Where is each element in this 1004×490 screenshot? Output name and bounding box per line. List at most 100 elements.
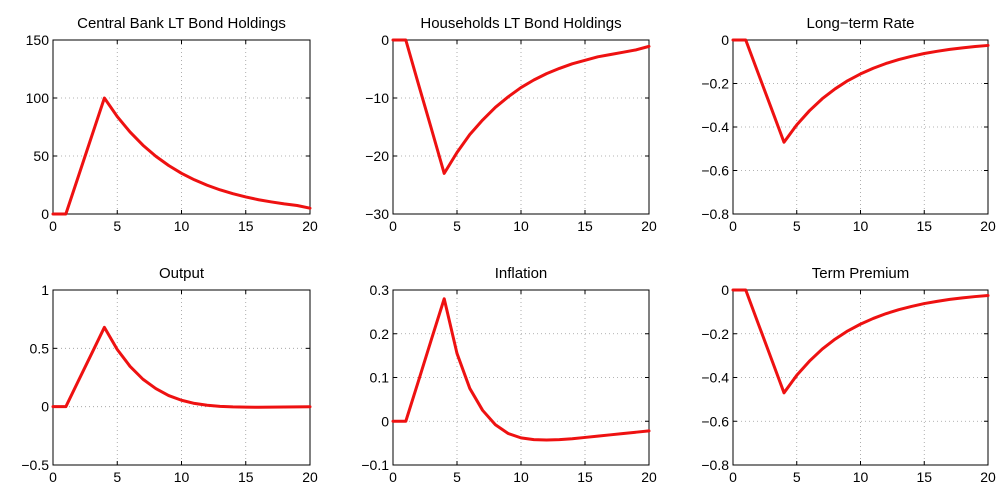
data-point	[309, 405, 312, 408]
x-tick-label: 5	[453, 469, 461, 485]
data-point	[744, 39, 747, 42]
data-point	[507, 95, 510, 98]
data-point	[936, 50, 939, 53]
data-point	[180, 399, 183, 402]
data-point	[52, 213, 55, 216]
data-point	[392, 39, 395, 42]
data-point	[257, 406, 260, 409]
data-point	[834, 87, 837, 90]
series-line	[51, 96, 312, 216]
chart-panel-3: 0 5 10 15 20 −0.8 −0.6 −0.4 −0.2 0 Long−term Rate	[701, 15, 996, 234]
x-tick-label: 20	[641, 218, 657, 234]
data-point	[64, 405, 67, 408]
data-point	[770, 357, 773, 360]
series-line	[51, 325, 312, 409]
data-point	[443, 172, 446, 175]
data-point	[103, 326, 106, 329]
data-point	[821, 97, 824, 100]
x-tick-label: 0	[729, 469, 737, 485]
data-point	[859, 72, 862, 75]
data-point	[783, 391, 786, 394]
data-point	[923, 302, 926, 305]
data-point	[846, 329, 849, 332]
y-tick-label: 0	[381, 413, 389, 429]
data-point	[90, 352, 93, 355]
data-point	[244, 406, 247, 409]
y-tick-label: 0.3	[370, 282, 390, 298]
data-point	[648, 429, 651, 432]
data-point	[571, 437, 574, 440]
data-point	[90, 135, 93, 138]
data-point	[872, 317, 875, 320]
data-point	[507, 432, 510, 435]
series-line	[731, 288, 990, 395]
data-point	[494, 106, 497, 109]
data-point	[219, 405, 222, 408]
data-point	[897, 308, 900, 311]
data-point	[757, 323, 760, 326]
data-point	[936, 300, 939, 303]
y-tick-label: −0.6	[701, 163, 729, 179]
data-point	[77, 379, 80, 382]
data-point	[961, 46, 964, 49]
y-tick-label: −0.8	[701, 457, 729, 473]
data-point	[283, 406, 286, 409]
data-point	[545, 72, 548, 75]
data-point	[296, 204, 299, 207]
x-tick-label: 10	[174, 469, 190, 485]
data-point	[404, 39, 407, 42]
chart-title: Long−term Rate	[807, 15, 915, 32]
x-tick-label: 20	[302, 218, 318, 234]
data-point	[417, 83, 420, 86]
data-point	[795, 123, 798, 126]
chart-panel-6: 0 5 10 15 20 −0.8 −0.6 −0.4 −0.2 0 Term Premium	[701, 265, 996, 485]
data-point	[744, 289, 747, 292]
data-point	[872, 67, 875, 70]
y-tick-label: −0.5	[21, 457, 49, 473]
data-point	[417, 379, 420, 382]
data-point	[456, 151, 459, 154]
x-tick-label: 5	[793, 469, 801, 485]
y-tick-label: 0	[381, 32, 389, 48]
y-tick-label: −10	[365, 90, 389, 106]
data-point	[558, 438, 561, 441]
y-tick-label: 0.2	[370, 326, 390, 342]
data-point	[154, 387, 157, 390]
y-tick-label: 1	[41, 282, 49, 298]
data-point	[244, 195, 247, 198]
x-tick-label: 0	[389, 218, 397, 234]
data-point	[392, 420, 395, 423]
data-point	[430, 127, 433, 130]
data-point	[219, 188, 222, 191]
y-tick-label: −20	[365, 148, 389, 164]
data-point	[622, 51, 625, 54]
series-line	[391, 297, 651, 442]
data-point	[141, 144, 144, 147]
data-point	[116, 115, 119, 118]
x-tick-label: 15	[577, 469, 593, 485]
data-point	[808, 109, 811, 112]
data-point	[622, 432, 625, 435]
data-point	[141, 378, 144, 381]
data-point	[635, 48, 638, 51]
x-tick-label: 0	[389, 469, 397, 485]
y-tick-label: −0.4	[701, 370, 729, 386]
data-point	[296, 405, 299, 408]
data-point	[193, 178, 196, 181]
y-tick-label: 0.1	[370, 370, 390, 386]
x-tick-label: 10	[513, 218, 529, 234]
data-point	[129, 365, 132, 368]
data-point	[206, 184, 209, 187]
data-point	[885, 62, 888, 65]
axes-box	[52, 39, 311, 215]
data-point	[987, 44, 990, 47]
y-tick-label: −0.1	[361, 457, 389, 473]
data-point	[584, 436, 587, 439]
y-tick-label: 0	[721, 32, 729, 48]
data-point	[494, 423, 497, 426]
data-point	[545, 439, 548, 442]
x-tick-label: 15	[238, 218, 254, 234]
data-point	[532, 79, 535, 82]
